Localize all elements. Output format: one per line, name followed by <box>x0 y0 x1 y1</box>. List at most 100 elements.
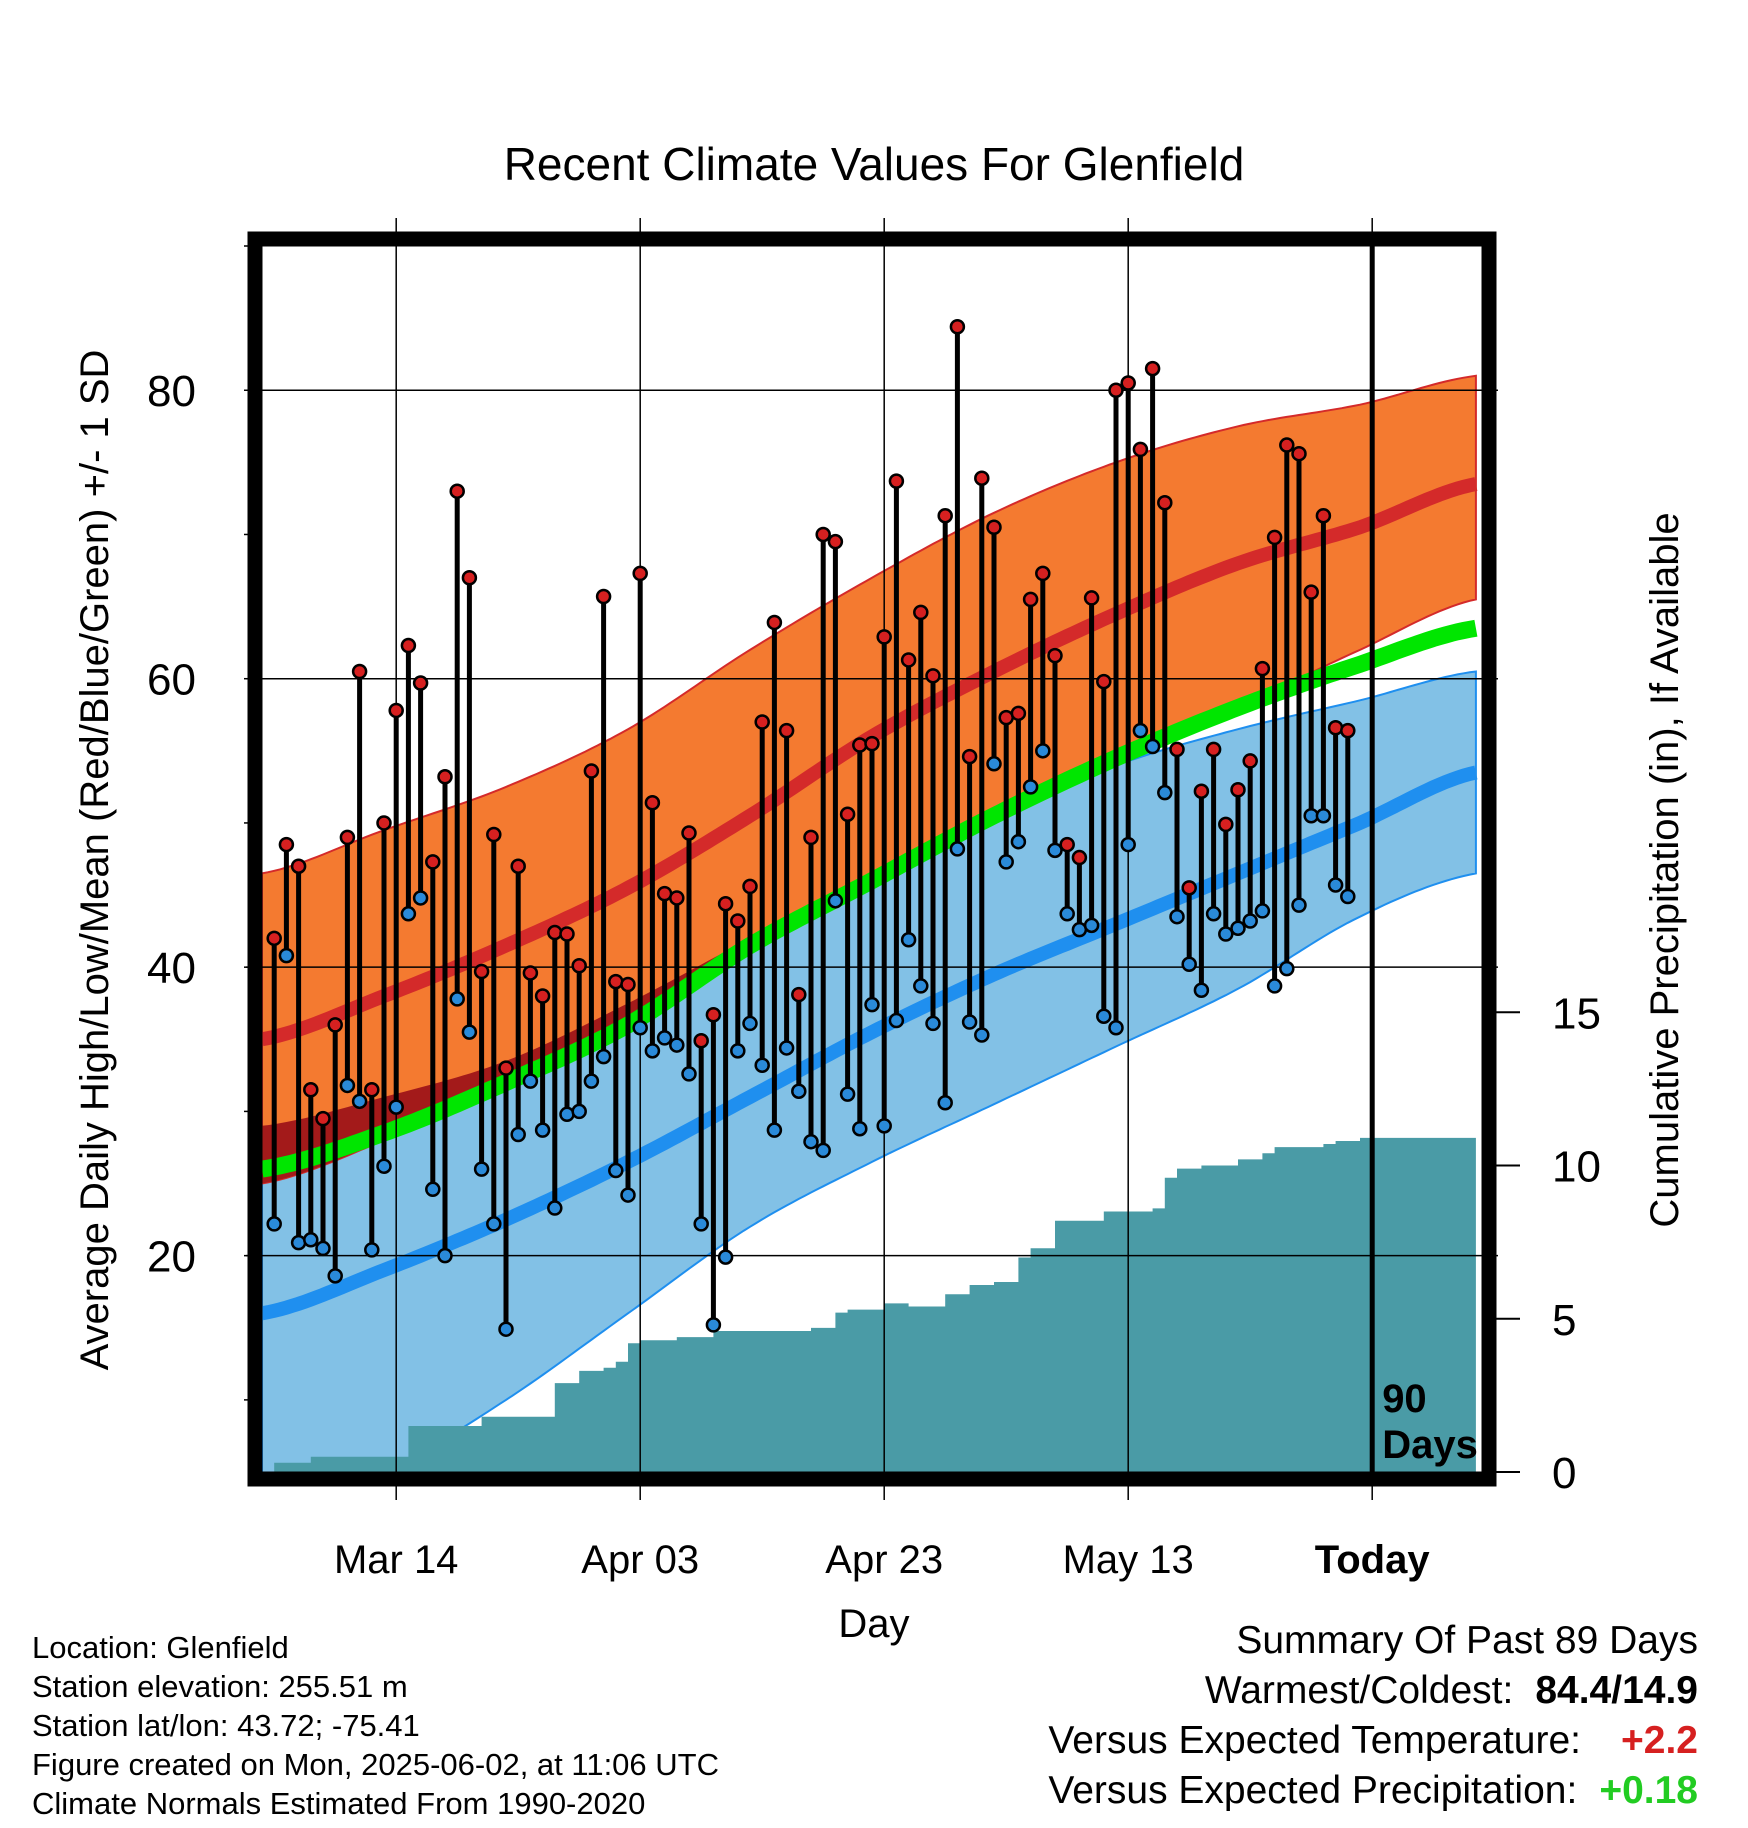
daily-high-point <box>351 663 368 680</box>
precipitation-area <box>262 1137 1476 1472</box>
today-days-label: 90 Days <box>1382 1377 1478 1467</box>
daily-high-point <box>864 735 880 752</box>
daily-low-point <box>327 1268 343 1284</box>
warmest-coldest-row: Warmest/Coldest: 84.4/14.9 <box>1048 1666 1698 1716</box>
daily-high-point <box>1108 382 1124 398</box>
daily-high-point <box>888 473 905 489</box>
daily-high-point <box>1193 783 1210 799</box>
daily-low-point <box>486 1216 502 1232</box>
daily-high-point <box>803 829 819 846</box>
y-right-tick-label: 5 <box>1552 1296 1576 1345</box>
precip-label: Versus Expected Precipitation: <box>1048 1769 1578 1812</box>
daily-high-point <box>400 637 417 654</box>
daily-low-point <box>266 1216 282 1232</box>
daily-high-point <box>791 986 807 1003</box>
temp-row: Versus Expected Temperature: +2.2 <box>1048 1716 1698 1766</box>
daily-low-point <box>303 1232 319 1248</box>
daily-low-point <box>620 1187 636 1203</box>
daily-low-point <box>1047 842 1063 859</box>
daily-low-point <box>412 890 429 906</box>
daily-high-point <box>937 507 953 524</box>
daily-high-point <box>571 957 587 974</box>
daily-high-point <box>1169 741 1185 758</box>
y-right-tick-label: 15 <box>1552 989 1601 1038</box>
daily-low-point <box>791 1083 807 1099</box>
daily-low-point <box>900 932 917 948</box>
temp-value: +2.2 <box>1621 1719 1698 1762</box>
daily-low-point <box>510 1126 526 1143</box>
y-left-tick-label: 80 <box>147 367 196 416</box>
daily-high-point <box>1120 375 1136 391</box>
x-tick-label: May 13 <box>1063 1538 1194 1582</box>
daily-high-point <box>644 794 661 811</box>
daily-high-point <box>925 668 941 684</box>
x-tick-label: Apr 03 <box>581 1538 699 1582</box>
daily-high-point <box>839 806 856 823</box>
daily-high-point <box>620 976 636 993</box>
daily-low-point <box>766 1122 783 1138</box>
daily-high-point <box>766 614 783 631</box>
x-axis-label: Day <box>838 1602 909 1646</box>
daily-high-point <box>339 829 356 846</box>
daily-high-point <box>1218 816 1234 833</box>
daily-low-point <box>754 1057 770 1074</box>
daily-low-point <box>339 1077 356 1094</box>
daily-low-point <box>1059 906 1075 922</box>
y-left-axis-label: Average Daily High/Low/Mean (Red/Blue/Gr… <box>73 350 117 1371</box>
daily-low-point <box>1291 897 1307 913</box>
daily-low-point <box>815 1142 831 1159</box>
daily-low-point <box>742 1015 758 1032</box>
daily-low-point <box>351 1093 368 1110</box>
daily-high-point <box>327 1017 343 1033</box>
daily-low-point <box>1144 738 1161 755</box>
daily-high-point <box>364 1082 380 1098</box>
daily-low-point <box>827 893 844 909</box>
daily-low-point <box>717 1249 734 1265</box>
daily-high-point <box>1144 360 1161 377</box>
daily-high-point <box>1035 565 1051 582</box>
daily-low-point <box>449 991 465 1007</box>
daily-low-point <box>876 1118 892 1134</box>
summary-panel: Summary Of Past 89 Days Warmest/Coldest:… <box>1048 1616 1698 1816</box>
precip-value: +0.18 <box>1599 1769 1698 1812</box>
daily-high-point <box>449 483 465 499</box>
daily-low-point <box>1010 833 1027 850</box>
daily-high-point <box>1327 719 1344 736</box>
daily-low-point <box>852 1120 868 1137</box>
daily-low-point <box>974 1027 990 1043</box>
daily-high-point <box>1315 507 1332 524</box>
daily-low-point <box>1315 807 1332 824</box>
x-tick-label: Today <box>1315 1538 1431 1582</box>
daily-low-point <box>839 1086 856 1102</box>
daily-low-point <box>998 854 1014 870</box>
daily-low-point <box>608 1162 624 1179</box>
daily-low-point <box>888 1012 905 1029</box>
daily-low-point <box>730 1043 746 1059</box>
daily-low-point <box>681 1066 697 1082</box>
daily-low-point <box>1108 1020 1124 1036</box>
daily-high-point <box>1279 437 1295 453</box>
today-days-number: 90 <box>1382 1377 1427 1421</box>
daily-low-point <box>949 841 966 857</box>
daily-low-point <box>1230 920 1246 936</box>
daily-high-point <box>1242 753 1258 769</box>
daily-high-point <box>693 1032 709 1049</box>
daily-low-point <box>571 1103 587 1120</box>
daily-low-point <box>803 1133 819 1150</box>
location-text: Location: Glenfield <box>32 1630 289 1665</box>
warmest-coldest-label: Warmest/Coldest: <box>1204 1669 1514 1712</box>
daily-high-point <box>876 629 892 645</box>
daily-low-point <box>705 1317 722 1333</box>
daily-low-point <box>498 1321 514 1337</box>
daily-low-point <box>669 1037 685 1053</box>
daily-high-point <box>376 815 392 831</box>
daily-low-point <box>1327 877 1344 893</box>
daily-low-point <box>364 1242 380 1258</box>
precip-row: Versus Expected Precipitation: +0.18 <box>1048 1766 1698 1816</box>
y-left-tick-label: 20 <box>147 1233 196 1282</box>
daily-high-point <box>315 1110 331 1127</box>
daily-low-point <box>1218 926 1234 942</box>
daily-low-point <box>595 1048 612 1065</box>
today-days-unit: Days <box>1382 1423 1478 1467</box>
